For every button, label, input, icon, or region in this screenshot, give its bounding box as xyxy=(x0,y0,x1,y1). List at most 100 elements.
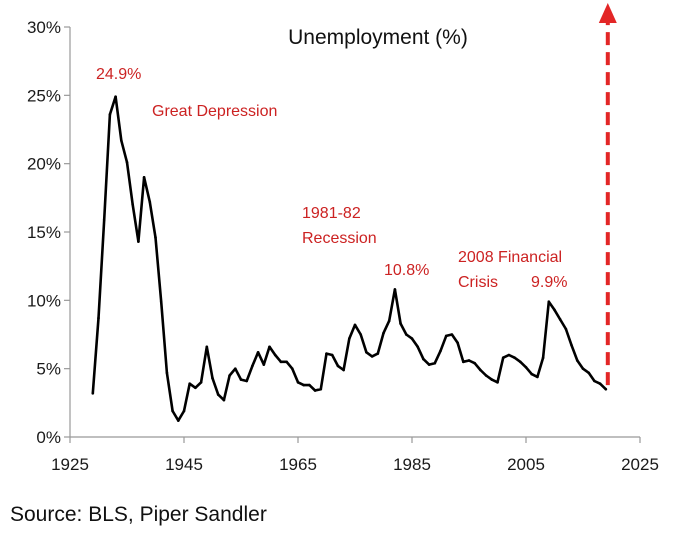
data-point xyxy=(444,334,448,338)
data-point xyxy=(211,376,214,380)
data-point xyxy=(319,387,323,391)
data-point xyxy=(376,352,380,355)
data-point xyxy=(131,203,134,206)
data-point xyxy=(302,383,306,387)
data-point xyxy=(473,361,477,365)
data-point xyxy=(291,367,294,370)
data-point xyxy=(359,333,363,336)
data-point xyxy=(245,379,248,383)
data-point xyxy=(137,240,140,243)
data-point xyxy=(484,374,488,377)
data-point xyxy=(490,378,494,381)
data-point xyxy=(519,360,522,364)
y-tick-label: 25% xyxy=(27,86,61,105)
data-point xyxy=(496,381,499,384)
dashed-arrow xyxy=(598,3,617,386)
data-point xyxy=(439,349,442,353)
data-point xyxy=(262,363,266,366)
source-note: Source: BLS, Piper Sandler xyxy=(10,503,267,526)
data-point xyxy=(393,288,397,291)
data-point xyxy=(125,161,129,164)
data-point xyxy=(228,374,231,377)
data-point xyxy=(273,353,277,357)
data-point xyxy=(570,344,573,347)
data-point xyxy=(120,139,123,142)
data-point xyxy=(91,391,95,395)
data-point xyxy=(422,357,425,361)
y-axis-ticks: 0% 5% 10% 15% 20% 25% 30% xyxy=(27,18,70,447)
data-point xyxy=(507,353,511,357)
data-point xyxy=(342,368,345,372)
x-tick-label: 1965 xyxy=(279,455,317,474)
y-tick-label: 15% xyxy=(27,223,61,242)
x-tick-label: 1925 xyxy=(51,455,89,474)
y-tick-label: 30% xyxy=(27,18,61,37)
data-point xyxy=(558,318,562,321)
data-point xyxy=(598,382,602,386)
series-layer xyxy=(91,95,608,422)
data-point xyxy=(159,300,163,304)
chart-title: Unemployment (%) xyxy=(288,26,468,49)
data-point xyxy=(387,319,391,323)
data-point xyxy=(524,366,528,369)
data-point xyxy=(171,409,174,413)
data-point xyxy=(513,356,516,360)
x-tick-label: 2025 xyxy=(621,455,659,474)
data-point xyxy=(479,368,482,372)
data-point xyxy=(142,176,146,179)
data-point xyxy=(547,300,551,304)
data-point xyxy=(450,333,454,336)
annotation-recession-year: 1981-82 xyxy=(302,205,361,222)
annotation-recession-label: Recession xyxy=(302,230,377,247)
data-point xyxy=(593,379,596,383)
x-axis-ticks: 1925 1945 1965 1985 2005 2025 xyxy=(51,437,659,474)
x-tick-label: 2005 xyxy=(507,455,545,474)
data-point xyxy=(353,323,357,327)
annotation-financial-crisis-year: 2008 Financial xyxy=(458,249,562,266)
data-point xyxy=(194,386,197,390)
data-point xyxy=(148,200,152,204)
data-point xyxy=(581,367,585,370)
data-point xyxy=(348,337,351,340)
data-point xyxy=(410,337,414,340)
data-point xyxy=(279,360,283,364)
data-point xyxy=(256,350,260,354)
data-point xyxy=(182,409,186,413)
unemployment-chart: 0% 5% 10% 15% 20% 25% 30% 1925 1945 1965 1985 2005… xyxy=(27,3,659,474)
data-point xyxy=(416,345,420,349)
data-point xyxy=(97,316,100,320)
arrow-head xyxy=(598,3,617,23)
y-tick-label: 10% xyxy=(27,291,61,310)
data-point xyxy=(336,364,340,368)
data-point xyxy=(239,378,243,381)
data-point xyxy=(365,350,368,354)
data-point xyxy=(313,389,317,392)
data-point xyxy=(576,359,579,362)
annotation-great-depression-label: Great Depression xyxy=(152,103,277,120)
annotations: 24.9% Great Depression 1981-82 Recession… xyxy=(96,66,567,291)
data-point xyxy=(296,381,300,384)
data-point xyxy=(427,363,431,366)
data-point xyxy=(405,333,408,336)
y-tick-label: 0% xyxy=(36,428,61,447)
data-point xyxy=(604,387,608,391)
data-point xyxy=(308,383,311,387)
data-point xyxy=(536,375,539,379)
data-point xyxy=(325,352,328,355)
data-point xyxy=(501,356,505,360)
data-point xyxy=(154,236,157,239)
data-point xyxy=(216,393,220,396)
x-tick-label: 1945 xyxy=(165,455,203,474)
data-point xyxy=(564,327,568,331)
data-point xyxy=(587,371,590,375)
data-point xyxy=(177,419,180,422)
y-tick-label: 20% xyxy=(27,155,61,174)
y-tick-label: 5% xyxy=(36,360,61,379)
data-point xyxy=(467,359,471,362)
data-point xyxy=(251,364,254,368)
data-point xyxy=(330,353,334,357)
data-point xyxy=(199,381,203,384)
data-point xyxy=(188,382,191,386)
data-point xyxy=(114,95,117,98)
data-point xyxy=(553,308,556,312)
